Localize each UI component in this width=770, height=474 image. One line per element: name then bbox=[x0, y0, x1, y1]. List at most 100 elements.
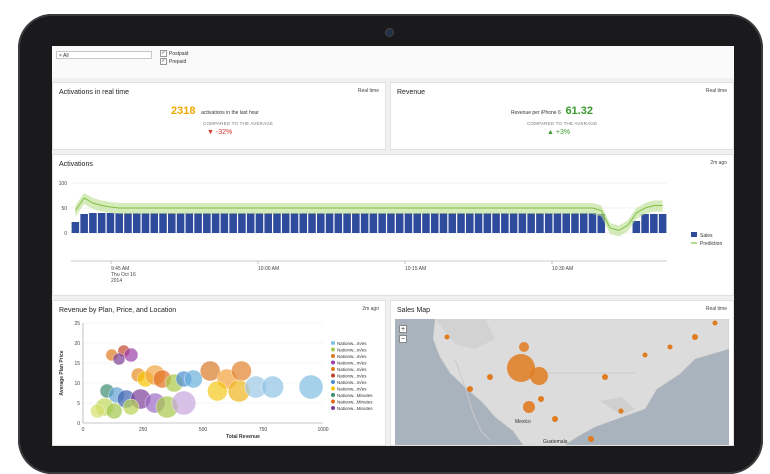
sales-bar[interactable] bbox=[334, 213, 343, 233]
sales-bar[interactable] bbox=[395, 213, 404, 233]
sales-bar[interactable] bbox=[588, 213, 597, 233]
scatter-bubble[interactable] bbox=[199, 360, 221, 382]
scatter-bubble[interactable] bbox=[106, 402, 123, 420]
map-canvas[interactable]: Mexico Guatemala bbox=[395, 319, 729, 445]
sales-bar[interactable] bbox=[430, 213, 439, 233]
sales-bubble[interactable] bbox=[507, 354, 535, 382]
sales-bar[interactable] bbox=[518, 213, 527, 233]
scatter-bubble[interactable] bbox=[90, 403, 105, 419]
sales-bar[interactable] bbox=[422, 213, 430, 233]
sales-bubble[interactable] bbox=[618, 408, 624, 414]
panel-meta: Real time bbox=[357, 88, 379, 94]
sales-bar[interactable] bbox=[238, 213, 246, 233]
sales-bar[interactable] bbox=[509, 213, 518, 233]
sales-bubble[interactable] bbox=[538, 396, 544, 402]
scatter-bubble[interactable] bbox=[261, 375, 284, 399]
sales-bar[interactable] bbox=[360, 213, 369, 233]
sales-bar[interactable] bbox=[632, 221, 641, 233]
sales-bar[interactable] bbox=[106, 213, 115, 233]
sales-bar[interactable] bbox=[176, 213, 185, 233]
scatter-bubble[interactable] bbox=[122, 398, 140, 416]
plan-select[interactable]: × All bbox=[56, 51, 152, 59]
sales-bar[interactable] bbox=[229, 213, 237, 233]
sales-bar[interactable] bbox=[141, 213, 150, 233]
sales-bar[interactable] bbox=[492, 213, 500, 233]
sales-bar[interactable] bbox=[544, 213, 553, 233]
sales-bar[interactable] bbox=[299, 213, 308, 233]
sales-bar[interactable] bbox=[658, 214, 667, 233]
sales-bar[interactable] bbox=[439, 213, 448, 233]
sales-bar[interactable] bbox=[474, 213, 483, 233]
sales-bar[interactable] bbox=[80, 214, 88, 233]
sales-bar[interactable] bbox=[115, 213, 123, 233]
scatter-bubble[interactable] bbox=[298, 374, 324, 400]
sales-bar[interactable] bbox=[211, 213, 220, 233]
scatter-bubble[interactable] bbox=[207, 380, 228, 402]
sales-bar[interactable] bbox=[404, 213, 413, 233]
scatter-bubble[interactable] bbox=[171, 390, 197, 416]
sales-bar[interactable] bbox=[641, 214, 649, 233]
sales-bar[interactable] bbox=[255, 213, 264, 233]
sales-bubble[interactable] bbox=[588, 436, 594, 442]
prepaid-checkbox[interactable]: ✓ Prepaid bbox=[160, 58, 186, 66]
sales-bubble[interactable] bbox=[667, 344, 673, 350]
sales-bar[interactable] bbox=[571, 213, 579, 233]
sales-bar[interactable] bbox=[281, 213, 290, 233]
zoom-out-button[interactable]: − bbox=[399, 335, 407, 343]
sales-bubble[interactable] bbox=[444, 334, 450, 340]
sales-bar[interactable] bbox=[413, 213, 421, 233]
sales-bubble[interactable] bbox=[692, 334, 698, 340]
sales-bar[interactable] bbox=[264, 213, 272, 233]
scatter-bubble[interactable] bbox=[123, 347, 139, 363]
sales-bar[interactable] bbox=[562, 213, 570, 233]
sales-bubble[interactable] bbox=[487, 374, 493, 380]
sales-bar[interactable] bbox=[220, 213, 229, 233]
postpaid-checkbox[interactable]: ✓ Postpaid bbox=[160, 50, 188, 58]
sales-bar[interactable] bbox=[501, 213, 509, 233]
sales-bar[interactable] bbox=[579, 213, 588, 233]
sales-bar[interactable] bbox=[290, 213, 299, 233]
sales-bar[interactable] bbox=[246, 213, 255, 233]
sales-bar[interactable] bbox=[650, 214, 658, 233]
sales-bar[interactable] bbox=[553, 213, 562, 233]
sales-bar[interactable] bbox=[168, 213, 176, 233]
sales-bubble[interactable] bbox=[530, 367, 548, 385]
sales-bar[interactable] bbox=[527, 213, 535, 233]
sales-bar[interactable] bbox=[325, 213, 334, 233]
sales-bar[interactable] bbox=[483, 213, 492, 233]
sales-bar[interactable] bbox=[97, 213, 106, 233]
sales-bar[interactable] bbox=[194, 213, 202, 233]
sales-bar[interactable] bbox=[343, 213, 351, 233]
zoom-in-button[interactable]: + bbox=[399, 325, 407, 333]
sales-bar[interactable] bbox=[159, 213, 167, 233]
sales-bar[interactable] bbox=[369, 213, 378, 233]
sales-bar[interactable] bbox=[150, 213, 159, 233]
sales-bar[interactable] bbox=[352, 213, 360, 233]
scatter-bubble[interactable] bbox=[231, 360, 252, 382]
sales-bar[interactable] bbox=[597, 214, 606, 233]
sales-bar[interactable] bbox=[536, 213, 544, 233]
sales-bar[interactable] bbox=[203, 213, 211, 233]
sales-bubble[interactable] bbox=[467, 386, 473, 392]
scatter-bubble[interactable] bbox=[112, 352, 126, 366]
sales-bar[interactable] bbox=[457, 213, 465, 233]
sales-bubble[interactable] bbox=[712, 320, 718, 326]
sales-bubble[interactable] bbox=[642, 352, 648, 358]
sales-bar[interactable] bbox=[185, 213, 194, 233]
sales-bubble[interactable] bbox=[552, 416, 558, 422]
sales-bar[interactable] bbox=[273, 213, 281, 233]
sales-bar[interactable] bbox=[89, 213, 97, 233]
sales-bar[interactable] bbox=[124, 213, 132, 233]
sales-bar[interactable] bbox=[466, 213, 474, 233]
sales-bubble[interactable] bbox=[519, 342, 529, 352]
sales-bar[interactable] bbox=[317, 213, 325, 233]
sales-bar[interactable] bbox=[448, 213, 457, 233]
sales-bar[interactable] bbox=[132, 213, 141, 233]
sales-bubble[interactable] bbox=[523, 401, 535, 413]
scatter-bubble[interactable] bbox=[184, 369, 203, 389]
sales-bar[interactable] bbox=[71, 222, 80, 233]
sales-bubble[interactable] bbox=[602, 374, 608, 380]
sales-bar[interactable] bbox=[378, 213, 386, 233]
sales-bar[interactable] bbox=[308, 213, 316, 233]
sales-bar[interactable] bbox=[387, 213, 395, 233]
